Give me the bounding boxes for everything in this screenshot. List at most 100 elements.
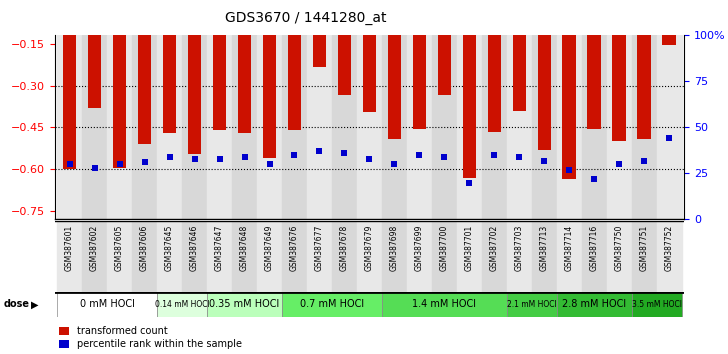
Bar — [157, 35, 182, 219]
Bar — [87, 2, 101, 108]
Bar — [332, 35, 357, 219]
Bar — [607, 35, 632, 219]
Text: GSM387698: GSM387698 — [390, 225, 399, 271]
Bar — [338, 2, 352, 95]
Text: GSM387714: GSM387714 — [565, 225, 574, 271]
Bar — [513, 2, 526, 111]
Bar — [282, 35, 307, 219]
Text: GSM387606: GSM387606 — [140, 225, 149, 271]
Bar — [63, 2, 76, 169]
Bar — [232, 221, 257, 292]
Bar — [307, 35, 332, 219]
Bar — [263, 2, 277, 158]
Bar — [438, 2, 451, 95]
Bar — [357, 221, 382, 292]
Bar — [507, 35, 532, 219]
Bar — [413, 2, 427, 129]
Bar — [357, 35, 382, 219]
Bar — [237, 2, 251, 133]
Bar — [507, 292, 557, 317]
Bar — [157, 221, 182, 292]
Text: GSM387716: GSM387716 — [590, 225, 599, 271]
Text: GSM387648: GSM387648 — [240, 225, 249, 271]
Bar — [182, 221, 207, 292]
Text: dose: dose — [4, 299, 30, 309]
Bar — [657, 35, 682, 219]
Legend: transformed count, percentile rank within the sample: transformed count, percentile rank withi… — [60, 326, 242, 349]
Text: GSM387679: GSM387679 — [365, 225, 374, 271]
Bar — [182, 35, 207, 219]
Text: 0 mM HOCl: 0 mM HOCl — [79, 299, 135, 309]
Text: 3.5 mM HOCl: 3.5 mM HOCl — [632, 300, 682, 309]
Bar — [432, 221, 457, 292]
Text: 1.4 mM HOCl: 1.4 mM HOCl — [413, 299, 476, 309]
Bar — [557, 221, 582, 292]
Bar — [407, 221, 432, 292]
Bar — [488, 2, 502, 132]
Bar — [607, 221, 632, 292]
Text: 0.7 mM HOCl: 0.7 mM HOCl — [300, 299, 364, 309]
Bar — [132, 35, 157, 219]
Text: GSM387701: GSM387701 — [465, 225, 474, 271]
Text: GSM387649: GSM387649 — [265, 225, 274, 271]
Bar — [407, 35, 432, 219]
Bar — [537, 2, 551, 150]
Bar — [638, 2, 652, 139]
Bar — [632, 35, 657, 219]
Text: GDS3670 / 1441280_at: GDS3670 / 1441280_at — [225, 11, 387, 25]
Text: GSM387647: GSM387647 — [215, 225, 224, 271]
Text: GSM387646: GSM387646 — [190, 225, 199, 271]
Bar — [82, 35, 107, 219]
Bar — [257, 35, 282, 219]
Bar — [557, 292, 632, 317]
Text: ▶: ▶ — [31, 299, 38, 309]
Bar — [132, 221, 157, 292]
Bar — [387, 2, 401, 139]
Text: GSM387645: GSM387645 — [165, 225, 174, 271]
Text: GSM387750: GSM387750 — [615, 225, 624, 271]
Text: GSM387676: GSM387676 — [290, 225, 299, 271]
Bar — [188, 2, 202, 154]
Bar — [57, 221, 82, 292]
Bar — [657, 221, 682, 292]
Text: GSM387703: GSM387703 — [515, 225, 524, 271]
Bar — [582, 35, 607, 219]
Text: GSM387601: GSM387601 — [65, 225, 74, 271]
Bar — [57, 35, 82, 219]
Bar — [632, 221, 657, 292]
Bar — [282, 292, 382, 317]
Text: GSM387751: GSM387751 — [640, 225, 649, 271]
Bar — [282, 221, 307, 292]
Bar — [457, 221, 482, 292]
Text: 0.14 mM HOCl: 0.14 mM HOCl — [154, 300, 210, 309]
Text: 0.35 mM HOCl: 0.35 mM HOCl — [210, 299, 280, 309]
Text: GSM387702: GSM387702 — [490, 225, 499, 271]
Bar — [612, 2, 626, 141]
Bar — [332, 221, 357, 292]
Bar — [482, 221, 507, 292]
Bar — [307, 221, 332, 292]
Bar — [363, 2, 376, 112]
Bar — [557, 35, 582, 219]
Bar — [507, 221, 532, 292]
Bar — [632, 292, 682, 317]
Bar — [382, 292, 507, 317]
Bar — [232, 35, 257, 219]
Bar — [587, 2, 601, 129]
Bar — [207, 292, 282, 317]
Bar — [532, 221, 557, 292]
Bar — [532, 35, 557, 219]
Bar — [563, 2, 577, 179]
Bar — [457, 35, 482, 219]
Text: GSM387713: GSM387713 — [540, 225, 549, 271]
Bar — [482, 35, 507, 219]
Bar — [113, 2, 127, 168]
Bar — [432, 35, 457, 219]
Bar — [82, 221, 107, 292]
Bar — [213, 2, 226, 130]
Bar — [257, 221, 282, 292]
Bar — [288, 2, 301, 130]
Bar — [582, 221, 607, 292]
Bar — [207, 221, 232, 292]
Bar — [107, 221, 132, 292]
